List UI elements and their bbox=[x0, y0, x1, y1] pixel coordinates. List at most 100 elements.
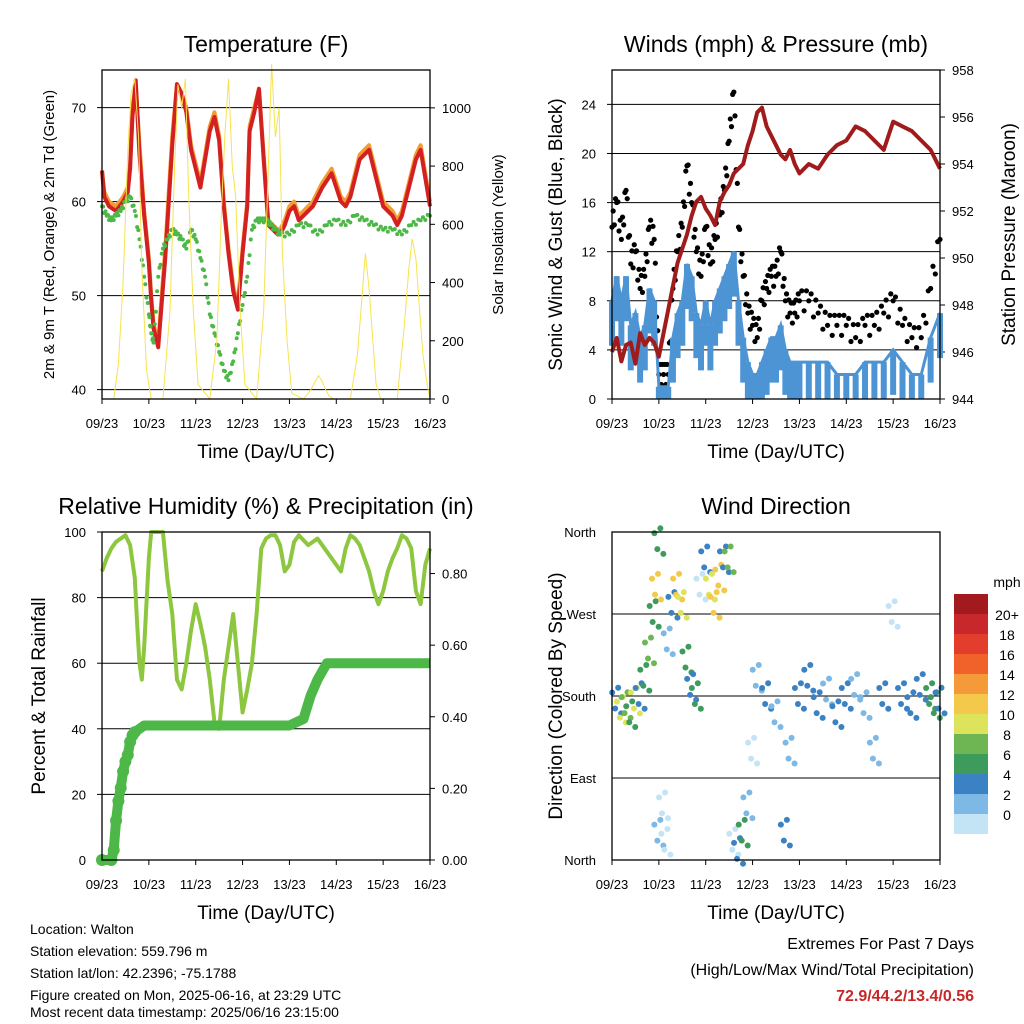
temperature-title: Temperature (F) bbox=[184, 31, 349, 57]
temperature-series2-point bbox=[348, 220, 353, 225]
winds-series0-point bbox=[820, 326, 826, 332]
winds-series2-line bbox=[610, 105, 942, 366]
temperature-y2label: Solar Insolation (Yellow) bbox=[490, 154, 507, 314]
winds-series0-point bbox=[831, 312, 838, 318]
humidity-precip-point bbox=[121, 749, 134, 762]
direction-point bbox=[655, 570, 662, 577]
winds-series0-point bbox=[691, 234, 697, 240]
winds-series0-point bbox=[704, 223, 710, 229]
direction-point bbox=[693, 575, 700, 582]
direction-point bbox=[725, 569, 732, 576]
direction-point bbox=[879, 701, 886, 707]
temperature-series2-point bbox=[287, 232, 292, 237]
winds-series0-point bbox=[930, 263, 936, 269]
direction-point bbox=[738, 837, 745, 844]
winds-ylabel: Sonic Wind & Gust (Blue, Black) bbox=[546, 98, 567, 370]
direction-point bbox=[743, 810, 750, 817]
winds-series0-point bbox=[710, 259, 716, 265]
footer-elevation: Station elevation: 559.796 m bbox=[30, 943, 208, 959]
direction-point bbox=[669, 651, 676, 658]
temperature-series2-point bbox=[153, 309, 158, 314]
direction-point bbox=[813, 710, 820, 717]
winds-series0-point bbox=[714, 234, 721, 240]
temperature-ylabel: 2m & 9m T (Red, Orange) & 2m Td (Green) bbox=[41, 90, 58, 379]
direction-point bbox=[621, 710, 628, 717]
legend-swatch bbox=[954, 814, 988, 834]
winds-series0-point bbox=[624, 196, 630, 202]
direction-point bbox=[922, 696, 929, 703]
direction-point bbox=[654, 546, 661, 553]
direction-point bbox=[751, 734, 758, 741]
winddir-xlabel: Time (Day/UTC) bbox=[707, 903, 845, 924]
temperature-series2-point bbox=[378, 224, 383, 229]
winds-series0-point bbox=[860, 315, 866, 322]
direction-point bbox=[697, 705, 704, 712]
x-tick-label: 13/23 bbox=[273, 416, 306, 431]
direction-point bbox=[841, 701, 848, 707]
temperature-series2-point bbox=[156, 274, 161, 279]
winds-series0-point bbox=[827, 312, 833, 318]
temperature-series2-point bbox=[204, 282, 209, 287]
direction-point bbox=[647, 634, 654, 641]
direction-point bbox=[904, 694, 911, 701]
y-tick-label: 8 bbox=[589, 294, 596, 309]
winds-series0-point bbox=[848, 338, 854, 345]
winds-series0-point bbox=[869, 312, 875, 318]
winds-series0-point bbox=[909, 335, 915, 341]
direction-point bbox=[755, 661, 762, 668]
direction-point bbox=[848, 675, 855, 682]
temperature-series2-point bbox=[103, 209, 108, 214]
winds-series0-point bbox=[683, 168, 689, 174]
winds-series0-point bbox=[744, 291, 750, 297]
temperature-series2-point bbox=[355, 212, 360, 217]
temperature-series2-point bbox=[135, 225, 140, 230]
winds-series0-point bbox=[751, 315, 757, 322]
winds-series0-point bbox=[794, 314, 800, 320]
winds-series0-point bbox=[792, 310, 798, 316]
direction-point bbox=[838, 724, 845, 731]
winds-series0-point bbox=[911, 325, 917, 331]
direction-point bbox=[749, 815, 756, 822]
direction-point bbox=[658, 830, 665, 837]
direction-point bbox=[726, 830, 733, 837]
direction-point bbox=[885, 705, 892, 712]
winds-frame bbox=[611, 69, 941, 400]
temperature-series2-point bbox=[144, 295, 149, 300]
winds-series0-point bbox=[906, 321, 913, 328]
direction-point bbox=[866, 714, 873, 721]
temperature-series2-point bbox=[132, 209, 137, 213]
temperature-series2-point bbox=[160, 246, 165, 251]
temperature-series2-point bbox=[206, 301, 211, 305]
temperature-series2-point bbox=[233, 347, 238, 352]
direction-point bbox=[844, 680, 851, 687]
winds-series0-point bbox=[841, 312, 847, 318]
winds-series0-point bbox=[619, 214, 626, 220]
direction-point bbox=[774, 698, 781, 705]
legend-label: 8 bbox=[1003, 727, 1011, 743]
temperature-series2-point bbox=[232, 350, 237, 355]
direction-point bbox=[658, 596, 665, 603]
direction-point bbox=[650, 660, 657, 667]
temperature-series2-point bbox=[184, 246, 189, 251]
direction-point bbox=[640, 682, 647, 689]
direction-point bbox=[666, 625, 673, 632]
winds-series0-point bbox=[855, 321, 861, 328]
direction-point bbox=[721, 548, 728, 555]
winds-series0-point bbox=[641, 266, 647, 272]
legend-swatch bbox=[954, 774, 988, 794]
temperature-series2-point bbox=[336, 217, 341, 222]
direction-point bbox=[860, 710, 867, 717]
direction-point bbox=[832, 719, 839, 726]
direction-point bbox=[627, 689, 634, 696]
direction-point bbox=[759, 685, 766, 691]
direction-point bbox=[632, 685, 639, 691]
legend-label: 0 bbox=[1003, 807, 1011, 823]
y-tick-label: 50 bbox=[72, 289, 86, 304]
winds-series0-point bbox=[815, 310, 821, 316]
winds-series0-point bbox=[904, 338, 910, 345]
direction-point bbox=[907, 710, 914, 717]
direction-point bbox=[729, 846, 736, 853]
direction-point bbox=[732, 825, 739, 832]
winds-series0-point bbox=[787, 310, 793, 316]
